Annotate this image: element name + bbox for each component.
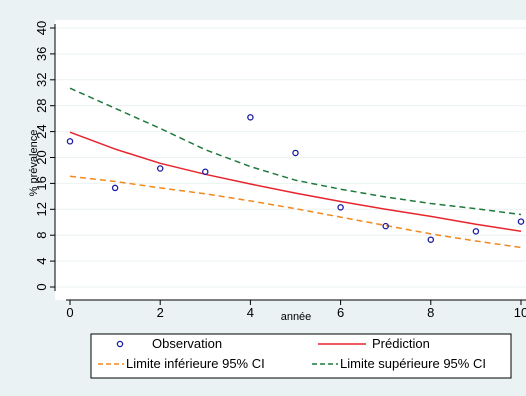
observation-point (382, 222, 389, 230)
observation-point (427, 236, 435, 243)
legend: Observation Prédiction Limite inférieure 9… (90, 333, 512, 379)
y-axis-title: % prévalence (28, 130, 40, 197)
y-axis-ticks: 0 4 8 12 16 20 24 28 32 36 40 (34, 21, 55, 291)
y-tick-label: 0 (34, 283, 49, 290)
y-tick-label: 4 (34, 257, 49, 264)
series-points (66, 114, 525, 243)
series-line-1 (69, 131, 522, 233)
plot-area (55, 20, 526, 300)
grid-lines (55, 27, 526, 288)
series-line-2 (69, 175, 522, 249)
y-tick-label: 32 (34, 73, 49, 87)
observation-point (472, 228, 480, 235)
y-tick-label: 16 (34, 176, 49, 190)
legend-marker (116, 340, 124, 348)
legend-label: Limite inférieure 95% CI (126, 356, 265, 371)
x-tick-label: 6 (337, 305, 344, 320)
x-axis-title: année (281, 311, 312, 323)
observation-point (111, 184, 119, 192)
y-tick-label: 20 (34, 150, 49, 164)
observation-point (202, 168, 209, 175)
observation-point (247, 114, 254, 121)
series-lines (69, 87, 522, 249)
y-tick-label: 40 (34, 21, 49, 35)
observation-point (337, 204, 344, 211)
y-tick-label: 36 (34, 47, 49, 61)
legend-box (90, 333, 512, 379)
observation-point (292, 149, 299, 157)
legend-label: Prédiction (372, 336, 430, 351)
series-line-3 (69, 87, 522, 216)
y-tick-label: 8 (34, 232, 49, 239)
y-tick-label: 12 (34, 202, 49, 216)
y-tick-label: 28 (34, 98, 49, 112)
legend-label: Observation (152, 336, 222, 351)
y-tick-label: 24 (34, 124, 49, 138)
x-tick-label: 4 (247, 305, 254, 320)
observation-point (66, 138, 74, 145)
x-tick-label: 0 (66, 305, 73, 320)
x-tick-label: 2 (157, 305, 164, 320)
observation-point (517, 218, 525, 225)
x-axis-ticks: 0 2 4 6 8 10 (66, 300, 526, 320)
x-tick-label: 8 (427, 305, 434, 320)
legend-label: Limite supérieure 95% CI (340, 356, 486, 371)
x-tick-label: 10 (514, 305, 526, 320)
observation-point (156, 165, 164, 172)
